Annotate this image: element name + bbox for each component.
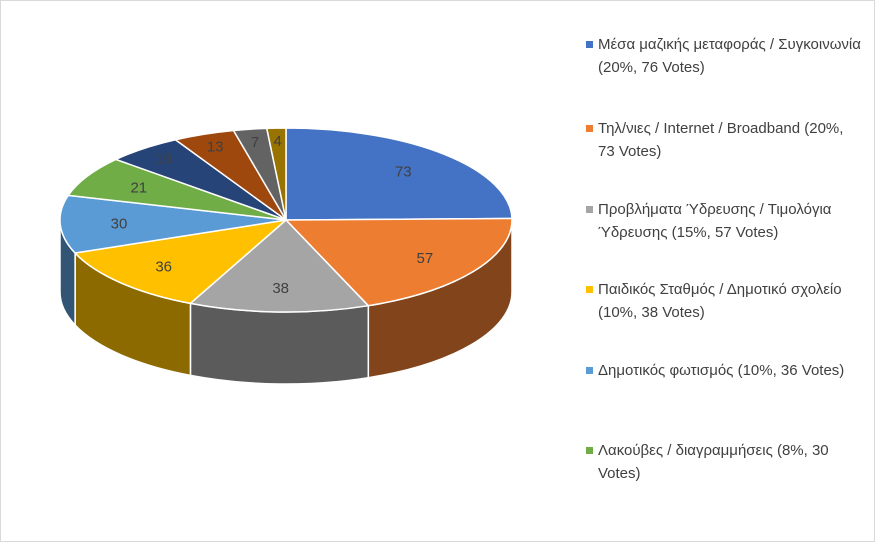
slice-9 [266,127,287,221]
legend-label: Προβλήματα Ύδρευσης / Τιμολόγια Ύδρευσης… [598,201,832,241]
data-label-0: 73 [395,164,412,181]
legend-item: Λακούβες / διαγραμμήσεις (8%, 30 Votes) [586,439,861,485]
slice-5 [67,158,287,221]
data-label-2: 38 [272,280,289,297]
slice-1 [285,217,513,307]
data-label-3: 36 [155,258,172,275]
legend-swatch [586,206,593,213]
slice-3 [74,219,287,305]
data-label-4: 30 [111,215,128,232]
pie-top [59,127,513,313]
legend-label: Μέσα μαζικής μεταφοράς / Συγκοινωνία (20… [598,36,861,76]
legend-swatch [586,41,593,48]
legend-label: Λακούβες / διαγραμμήσεις (8%, 30 Votes) [598,442,829,482]
legend-item: Τηλ/νιες / Internet / Broadband (20%, 73… [586,117,861,163]
legend-swatch [586,125,593,132]
data-label-8: 7 [251,134,259,151]
data-labels: 73 57 38 36 30 21 16 13 7 4 [111,133,434,297]
slice-side-2 [189,302,370,385]
legend-label: Τηλ/νιες / Internet / Broadband (20%, 73… [598,120,844,160]
slice-4 [59,194,287,254]
data-label-7: 13 [207,138,224,155]
legend-item: Δημοτικός φωτισμός (10%, 36 Votes) [586,359,861,382]
slice-2 [189,219,370,313]
legend-swatch [586,286,593,293]
legend-item: Προβλήματα Ύδρευσης / Τιμολόγια Ύδρευσης… [586,198,861,244]
data-label-9: 4 [274,133,282,150]
legend-label: Παιδικός Σταθμός / Δημοτικό σχολείο (10%… [598,281,842,321]
data-label-5: 21 [130,180,147,197]
legend-label: Δημοτικός φωτισμός (10%, 36 Votes) [598,362,845,379]
pie-side-walls [59,219,513,385]
slice-0 [285,127,513,221]
data-label-6: 16 [155,151,172,168]
legend-item: Μέσα μαζικής μεταφοράς / Συγκοινωνία (20… [586,33,861,79]
legend-swatch [586,447,593,454]
legend-swatch [586,367,593,374]
legend-item: Παιδικός Σταθμός / Δημοτικό σχολείο (10%… [586,278,861,324]
data-label-1: 57 [417,250,434,267]
